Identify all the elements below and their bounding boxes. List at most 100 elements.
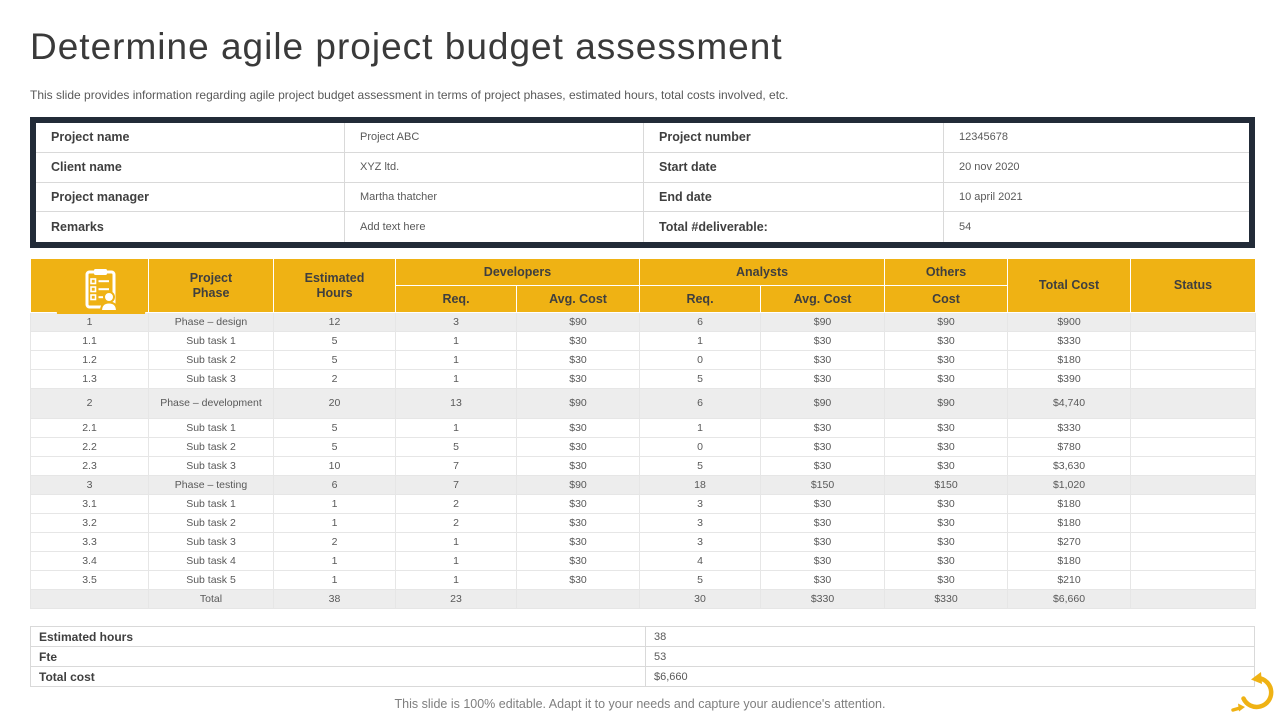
info-label: Client name [36,152,344,183]
cell-status [1130,437,1257,457]
col-group-developers: Developers [395,258,640,286]
cell-others: $30 [884,456,1009,476]
cell-others: $150 [884,475,1009,495]
cell-phase: Sub task 2 [148,350,274,370]
cell-phase: Sub task 4 [148,551,274,571]
cell-an-req: 18 [639,475,761,495]
summary-label: Fte [39,649,57,664]
budget-table-row: 3.1 Sub task 1 1 2 $30 3 $30 $30 $180 [30,494,1257,514]
cell-status [1130,513,1257,533]
cell-id [30,589,149,609]
cell-dev-avg: $30 [516,331,640,351]
cell-others: $30 [884,570,1009,590]
info-value: Add text here [344,212,643,242]
cell-an-req: 0 [639,350,761,370]
cell-id: 1 [30,312,149,332]
summary-value: 53 [645,647,1254,666]
cell-status [1130,570,1257,590]
cell-dev-req: 2 [395,494,517,514]
cell-others: $30 [884,494,1009,514]
cell-dev-avg: $30 [516,369,640,389]
col-header-analyst-avg-cost: Avg. Cost [759,285,886,313]
cell-hours: 2 [273,369,396,389]
budget-table-row: 1 Phase – design 12 3 $90 6 $90 $90 $900 [30,312,1257,332]
info-label: Project name [36,123,344,153]
cell-an-avg: $30 [759,331,886,351]
cell-total: $4,740 [1007,388,1132,419]
cell-phase: Sub task 1 [148,331,274,351]
summary-row: Total cost $6,660 [31,667,1254,686]
clipboard-person-icon [56,259,146,314]
col-header-dev-req: Req. [395,285,517,313]
cell-an-req: 1 [639,331,761,351]
cell-dev-req: 1 [395,570,517,590]
cell-status [1130,350,1257,370]
budget-table-row: 1.2 Sub task 2 5 1 $30 0 $30 $30 $180 [30,350,1257,370]
cell-dev-avg [516,589,640,609]
budget-table-row: 1.3 Sub task 3 2 1 $30 5 $30 $30 $390 [30,369,1257,389]
budget-table-wrap: Project Phase Estimated Hours Developers… [30,258,1257,609]
budget-table-row: 2.1 Sub task 1 5 1 $30 1 $30 $30 $330 [30,418,1257,438]
cell-others: $330 [884,589,1009,609]
info-label: Start date [643,152,943,183]
summary-value: 38 [645,627,1254,646]
cell-phase: Sub task 2 [148,437,274,457]
budget-table-row: 3.5 Sub task 5 1 1 $30 5 $30 $30 $210 [30,570,1257,590]
cell-status [1130,551,1257,571]
cell-dev-avg: $30 [516,456,640,476]
cell-others: $30 [884,513,1009,533]
cell-id: 2.2 [30,437,149,457]
cell-id: 1.1 [30,331,149,351]
info-label: Project number [643,123,943,153]
cell-id: 2 [30,388,149,419]
cell-dev-req: 3 [395,312,517,332]
info-value: Project ABC [344,123,643,153]
summary-label: Total cost [39,669,95,684]
page-title: Determine agile project budget assessmen… [30,26,783,67]
col-header-estimated-hours: Estimated Hours [273,258,396,313]
budget-table-row: 3.3 Sub task 3 2 1 $30 3 $30 $30 $270 [30,532,1257,552]
cell-id: 3.1 [30,494,149,514]
cell-status [1130,494,1257,514]
col-group-analysts: Analysts [638,258,886,286]
cell-dev-avg: $30 [516,532,640,552]
cell-an-avg: $30 [759,350,886,370]
cell-an-req: 5 [639,456,761,476]
summary-table: Estimated hours 38 Fte 53 Total cost $6,660 [30,626,1255,687]
cell-hours: 1 [273,551,396,571]
cell-an-req: 0 [639,437,761,457]
cell-dev-req: 23 [395,589,517,609]
cell-hours: 5 [273,331,396,351]
cell-dev-avg: $90 [516,388,640,419]
cell-dev-avg: $30 [516,494,640,514]
cell-dev-req: 1 [395,532,517,552]
cell-an-avg: $30 [759,437,886,457]
budget-table-row: 2.2 Sub task 2 5 5 $30 0 $30 $30 $780 [30,437,1257,457]
info-value: 20 nov 2020 [943,152,1249,183]
cell-an-req: 3 [639,494,761,514]
cell-an-req: 4 [639,551,761,571]
budget-table-row: 3.2 Sub task 2 1 2 $30 3 $30 $30 $180 [30,513,1257,533]
summary-label: Estimated hours [39,629,134,644]
cell-total: $780 [1007,437,1132,457]
cell-others: $90 [884,312,1009,332]
cell-an-avg: $330 [759,589,886,609]
budget-table-body: 1 Phase – design 12 3 $90 6 $90 $90 $900 1.1 Sub t… [30,312,1257,609]
cell-id: 2.1 [30,418,149,438]
cell-others: $90 [884,388,1009,419]
cell-total: $1,020 [1007,475,1132,495]
summary-row: Fte 53 [31,647,1254,667]
cell-total: $330 [1007,418,1132,438]
info-label: Remarks [36,212,344,242]
budget-table: Project Phase Estimated Hours Developers… [30,258,1257,609]
cell-phase: Sub task 2 [148,513,274,533]
summary-row: Estimated hours 38 [31,627,1254,647]
table-icon-cell [30,258,149,314]
cell-an-req: 30 [639,589,761,609]
cell-hours: 38 [273,589,396,609]
cell-an-avg: $30 [759,513,886,533]
info-value: Martha thatcher [344,182,643,213]
cell-hours: 5 [273,350,396,370]
col-header-analyst-req: Req. [639,285,761,313]
cell-phase: Sub task 3 [148,532,274,552]
